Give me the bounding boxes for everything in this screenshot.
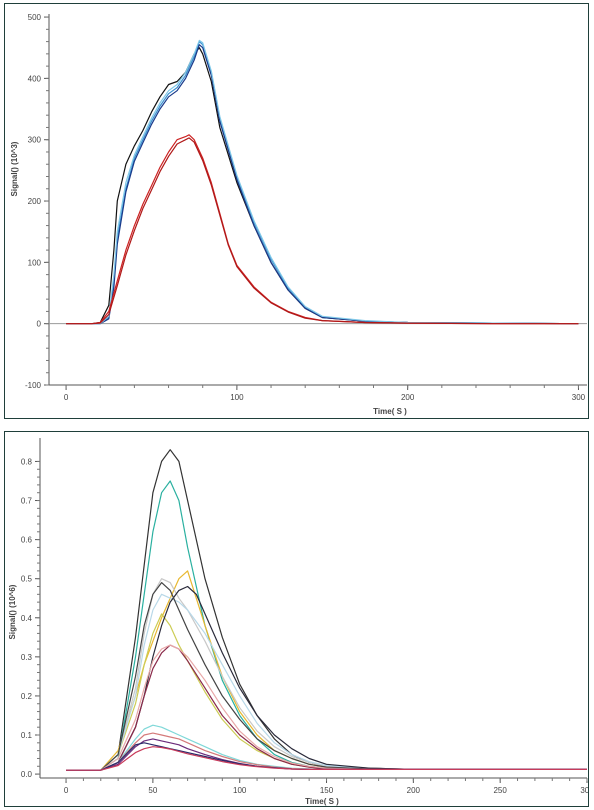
bottom-line-chart: 0.0 0.1 0.2 0.3 0.4 0.5 0.6 0.7 0.8 0 50 100 150 200 2… bbox=[8, 438, 588, 806]
top-line-chart: -100 0 100 200 300 400 500 0 100 200 300 Time( S ) S… bbox=[10, 13, 587, 416]
bottom-series-line-8 bbox=[66, 582, 587, 771]
top-y-tick-label: 300 bbox=[28, 136, 42, 145]
bottom-x-tick-label: 0 bbox=[64, 786, 69, 795]
top-x-tick-label: 300 bbox=[572, 393, 586, 402]
bottom-x-tick-label: 250 bbox=[493, 786, 507, 795]
bottom-y-tick-label: 0.0 bbox=[21, 770, 33, 779]
bottom-series-line-6 bbox=[66, 593, 587, 771]
bottom-x-axis-title: Time( S ) bbox=[305, 797, 339, 806]
top-y-tick-label: 200 bbox=[28, 197, 42, 206]
bottom-y-tick-label: 0.8 bbox=[21, 457, 33, 466]
bottom-x-tick-label: 300 bbox=[580, 786, 588, 795]
top-chart-panel: -100 0 100 200 300 400 500 0 100 200 300 Time( S ) S… bbox=[4, 3, 589, 419]
top-y-axis-title: Signal() (10^3) bbox=[10, 141, 19, 196]
bottom-y-tick-label: 0.5 bbox=[21, 575, 33, 584]
top-y-tick-label: 0 bbox=[37, 320, 42, 329]
top-y-tick-label: 100 bbox=[28, 258, 42, 267]
bottom-y-tick-label: 0.4 bbox=[21, 614, 33, 623]
bottom-y-tick-label: 0.6 bbox=[21, 536, 33, 545]
top-series-line-3 bbox=[66, 44, 579, 325]
top-y-tick-label: -100 bbox=[25, 381, 42, 390]
bottom-chart-panel: 0.0 0.1 0.2 0.3 0.4 0.5 0.6 0.7 0.8 0 50 100 150 200 2… bbox=[4, 431, 589, 807]
bottom-y-tick-label: 0.2 bbox=[21, 692, 33, 701]
bottom-series-line-15 bbox=[66, 746, 587, 771]
bottom-y-tick-label: 0.3 bbox=[21, 653, 33, 662]
bottom-series-line-1 bbox=[66, 449, 587, 771]
bottom-y-tick-label: 0.1 bbox=[21, 731, 33, 740]
top-x-tick-label: 0 bbox=[64, 393, 69, 402]
top-series-line-4 bbox=[66, 39, 579, 325]
bottom-x-tick-label: 200 bbox=[407, 786, 421, 795]
top-series-line-5 bbox=[66, 134, 579, 325]
top-series-line-6 bbox=[66, 137, 579, 325]
top-series-line-2 bbox=[66, 40, 579, 325]
bottom-x-tick-label: 100 bbox=[233, 786, 247, 795]
top-y-tick-label: 400 bbox=[28, 74, 42, 83]
bottom-series-line-11 bbox=[66, 724, 587, 771]
bottom-y-axis-title: Signal() (10^6) bbox=[8, 584, 17, 639]
top-y-tick-label: 500 bbox=[28, 13, 42, 22]
top-x-axis-title: Time( S ) bbox=[373, 407, 407, 416]
top-x-tick-label: 100 bbox=[230, 393, 244, 402]
bottom-x-tick-label: 50 bbox=[148, 786, 157, 795]
top-series-line-1 bbox=[66, 47, 579, 325]
bottom-x-tick-label: 150 bbox=[320, 786, 334, 795]
top-x-tick-label: 200 bbox=[401, 393, 415, 402]
bottom-y-tick-label: 0.7 bbox=[21, 497, 33, 506]
